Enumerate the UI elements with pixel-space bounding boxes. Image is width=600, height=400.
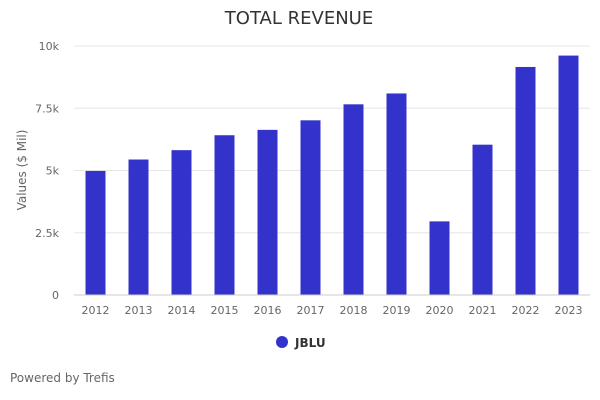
y-tick-label: 2.5k [35, 227, 59, 240]
y-axis-title: Values ($ Mil) [15, 130, 29, 211]
bar-2016[interactable] [257, 129, 278, 295]
x-tick-label: 2022 [512, 304, 540, 317]
x-tick-label: 2016 [254, 304, 282, 317]
gridlines [74, 45, 590, 234]
chart-title: TOTAL REVENUE [224, 8, 373, 29]
bars [85, 55, 579, 296]
y-tick-label: 0 [52, 289, 59, 302]
bar-2014[interactable] [171, 150, 192, 295]
legend-label-jblu[interactable]: JBLU [294, 336, 326, 350]
legend-marker-jblu[interactable] [276, 336, 288, 348]
bar-2018[interactable] [343, 104, 364, 296]
x-tick-label: 2015 [211, 304, 239, 317]
x-tick-label: 2023 [555, 304, 583, 317]
x-tick-label: 2019 [383, 304, 411, 317]
bar-2021[interactable] [472, 144, 493, 295]
x-tick-label: 2014 [168, 304, 196, 317]
bar-2013[interactable] [128, 159, 149, 295]
legend[interactable]: JBLU [276, 336, 326, 350]
x-tick-label: 2021 [469, 304, 497, 317]
bar-2017[interactable] [300, 120, 321, 295]
x-tick-label: 2018 [340, 304, 368, 317]
bar-2019[interactable] [386, 93, 407, 295]
y-axis-ticks: 0 2.5k 5k 7.5k 10k [35, 40, 59, 302]
bar-2012[interactable] [85, 170, 106, 295]
x-tick-label: 2020 [426, 304, 454, 317]
x-tick-label: 2017 [297, 304, 325, 317]
bar-2020[interactable] [429, 221, 450, 295]
y-tick-label: 5k [46, 165, 60, 178]
bar-2022[interactable] [515, 66, 536, 296]
bar-2023[interactable] [558, 55, 579, 295]
powered-by-credit[interactable]: Powered by Trefis [10, 371, 115, 385]
x-tick-label: 2012 [82, 304, 110, 317]
y-tick-label: 7.5k [35, 102, 59, 115]
x-tick-label: 2013 [125, 304, 153, 317]
bar-2015[interactable] [214, 135, 235, 295]
y-tick-label: 10k [39, 40, 60, 53]
x-axis-ticks: 2012 2013 2014 2015 2016 2017 2018 2019 2020 2021… [82, 304, 583, 317]
